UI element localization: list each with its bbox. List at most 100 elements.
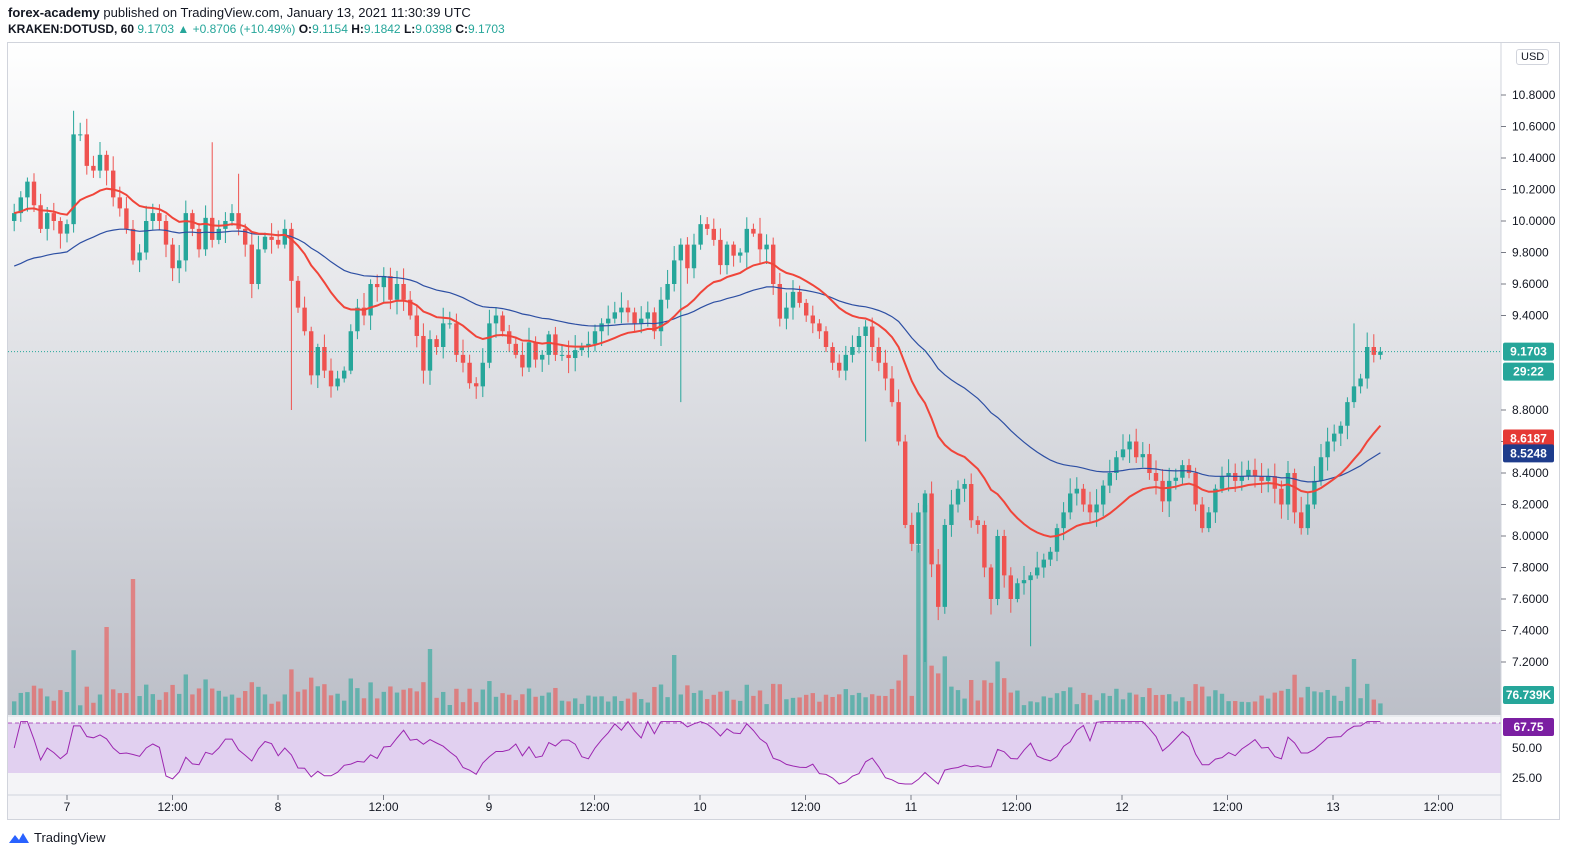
- volume-bar: [1048, 697, 1053, 715]
- volume-bar: [130, 579, 136, 715]
- volume-bar: [460, 702, 466, 715]
- candle-body: [368, 284, 373, 316]
- price-tick-label: 8.0000: [1512, 529, 1549, 543]
- candle-body: [526, 342, 532, 368]
- candle-body: [91, 165, 96, 171]
- candle-body: [566, 354, 571, 359]
- volume-bar: [830, 696, 835, 715]
- candle-body: [817, 323, 822, 332]
- candle-body: [467, 362, 472, 384]
- time-axis-ticks: 7 12:00 8 12:00 9 12:00 10 12:00 11 12:00 12 12:00 1…: [64, 795, 1454, 814]
- time-tick-label: 12:00: [579, 800, 609, 814]
- volume-bar: [1246, 702, 1251, 715]
- brand-name: TradingView: [34, 830, 106, 845]
- candle-body: [1358, 378, 1363, 387]
- volume-bar: [1074, 704, 1079, 715]
- volume-bar: [731, 699, 736, 715]
- volume-bar: [408, 688, 413, 715]
- candlesticks: [12, 110, 1383, 662]
- volume-bar: [1147, 688, 1152, 715]
- volume-bar: [909, 695, 914, 715]
- volume-bar: [454, 688, 459, 715]
- volume-bar: [513, 700, 518, 715]
- candle-body: [513, 343, 518, 355]
- price-pane-background: [8, 43, 1501, 715]
- volume-bar: [342, 700, 347, 715]
- time-tick-label: 7: [64, 800, 71, 814]
- volume-bar: [25, 692, 30, 715]
- candle-body: [685, 244, 690, 269]
- volume-bar: [1266, 698, 1271, 715]
- close-label: C:: [455, 22, 468, 36]
- candle-body: [982, 524, 987, 568]
- currency-badge[interactable]: USD: [1516, 49, 1550, 65]
- candle-body: [1292, 473, 1297, 513]
- tradingview-footer[interactable]: TradingView: [8, 830, 106, 845]
- candle-body: [414, 315, 419, 336]
- volume-bar: [289, 669, 294, 715]
- volume-bar: [348, 678, 353, 715]
- volume-bar: [1160, 694, 1165, 715]
- candle-body: [724, 244, 730, 266]
- candle-body: [573, 350, 578, 359]
- countdown-badge-text: 29:22: [1513, 365, 1544, 379]
- volume-bar: [64, 692, 70, 715]
- candle-body: [480, 362, 485, 387]
- candle-body: [843, 354, 848, 371]
- author-name[interactable]: forex-academy: [8, 5, 100, 20]
- ohlc-legend: KRAKEN:DOTUSD, 60 9.1703 ▲ +0.8706 (+10.…: [8, 21, 505, 37]
- candle-body: [1094, 504, 1099, 513]
- candle-body: [810, 315, 815, 324]
- volume-bar: [1259, 695, 1264, 715]
- volume-bar: [229, 694, 235, 715]
- candle-body: [903, 441, 908, 525]
- candle-body: [949, 504, 954, 525]
- volume-bar: [157, 699, 162, 715]
- candle-body: [1015, 583, 1020, 599]
- candle-body: [315, 347, 320, 376]
- price-tick-label: 7.2000: [1512, 655, 1549, 669]
- volume-bar: [137, 696, 142, 715]
- volume-bar: [309, 677, 314, 715]
- volume-bar: [183, 674, 188, 715]
- volume-bar: [823, 694, 829, 715]
- high-label: H:: [351, 22, 364, 36]
- candle-body: [955, 488, 961, 505]
- volume-bar: [1325, 689, 1330, 715]
- volume-bar: [876, 695, 881, 715]
- volume-bar: [18, 692, 23, 715]
- volume-bar: [592, 696, 598, 715]
- candle-body: [1048, 551, 1053, 560]
- candle-body: [1259, 476, 1264, 481]
- candle-body: [1068, 493, 1073, 513]
- candle-body: [361, 307, 367, 316]
- symbol-label[interactable]: KRAKEN:DOTUSD, 60: [8, 22, 135, 36]
- candle-body: [507, 331, 512, 344]
- low-label: L:: [403, 22, 416, 36]
- time-tick-label: 12:00: [157, 800, 187, 814]
- volume-bar: [1200, 686, 1205, 715]
- rsi-tick-label: 50.00: [1512, 741, 1542, 755]
- price-tick-label: 7.8000: [1512, 561, 1549, 575]
- candle-body: [460, 354, 466, 363]
- volume-bar: [856, 692, 862, 715]
- volume-bar: [606, 701, 611, 715]
- volume-bar: [863, 697, 868, 715]
- volume-bar: [388, 686, 393, 715]
- volume-bar: [982, 680, 987, 715]
- last-price-badge-text: 9.1703: [1510, 345, 1547, 359]
- volume-bar: [540, 695, 545, 715]
- candle-body: [1365, 347, 1370, 379]
- volume-bar: [104, 627, 109, 715]
- volume-bar: [249, 682, 254, 715]
- volume-bar: [1035, 702, 1040, 715]
- ema-fast-badge: [1503, 429, 1554, 448]
- volume-bar: [1351, 659, 1357, 715]
- candle-body: [1153, 473, 1159, 481]
- candle-body: [995, 536, 1000, 599]
- volume-bar: [474, 702, 479, 715]
- candle-body: [71, 134, 76, 225]
- volume-bar: [1101, 693, 1106, 715]
